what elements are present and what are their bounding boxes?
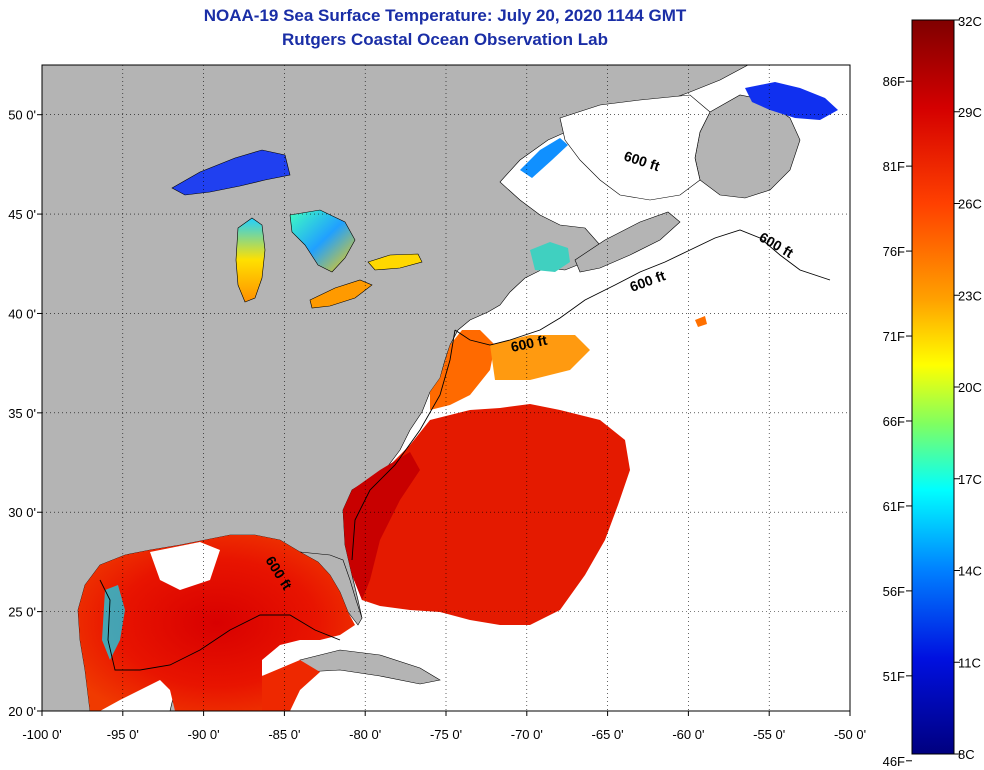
map-grid [42, 65, 850, 711]
lake-huron [289, 209, 356, 273]
colorbar-c-label: 11C [958, 655, 981, 670]
lon-tick-label: -65 0' [592, 727, 624, 742]
sst-midatlantic-offshore [490, 335, 590, 380]
colorbar-f-label: 71F [883, 329, 905, 344]
gulf-st-lawrence [559, 94, 711, 201]
sst-labrador-cold [745, 82, 838, 120]
lon-tick-label: -60 0' [672, 727, 704, 742]
colorbar-f-label: 81F [883, 159, 905, 174]
colorbar-c-label: 17C [958, 472, 982, 487]
colorbar-c-label: 32C [958, 14, 982, 29]
sst-caribbean [262, 660, 320, 711]
lon-tick-label: -95 0' [107, 727, 139, 742]
lon-tick-label: -100 0' [22, 727, 61, 742]
contour-label: 600 ft [509, 332, 548, 355]
map-title: NOAA-19 Sea Surface Temperature: July 20… [203, 6, 687, 25]
latitude-axis: 50 0' 45 0' 40 0' 35 0' 30 0' 25 0' 20 0' [8, 108, 42, 719]
lake-superior [171, 149, 291, 196]
colorbar-f-label: 46F [883, 754, 905, 769]
lon-tick-label: -70 0' [511, 727, 543, 742]
lake-michigan [235, 217, 266, 303]
colorbar-c-label: 23C [958, 288, 982, 303]
colorbar-c-label: 14C [958, 564, 982, 579]
sst-atlantic-gulfstream [343, 452, 420, 600]
land-florida [299, 551, 363, 626]
lat-tick-label: 40 0' [8, 306, 36, 321]
lon-tick-label: -50 0' [834, 727, 866, 742]
lat-tick-label: 30 0' [8, 505, 36, 520]
colorbar-c-label: 29C [958, 105, 982, 120]
colorbar-c-label: 20C [958, 380, 982, 395]
lat-tick-label: 35 0' [8, 406, 36, 421]
colorbar-f-label: 51F [883, 669, 905, 684]
lon-tick-label: -80 0' [349, 727, 381, 742]
lon-tick-label: -85 0' [268, 727, 300, 742]
map-subtitle: Rutgers Coastal Ocean Observation Lab [282, 30, 608, 49]
sst-gulf-maine [530, 242, 570, 272]
lat-tick-label: 20 0' [8, 704, 36, 719]
colorbar-f-label: 61F [883, 499, 905, 514]
colorbar-fahrenheit-labels: 86F 81F 76F 71F 66F 61F 56F 51F 46F [883, 74, 912, 769]
sst-small-patch [695, 316, 707, 327]
lon-tick-label: -90 0' [188, 727, 220, 742]
lat-tick-label: 25 0' [8, 605, 36, 620]
longitude-axis: -100 0' -95 0' -90 0' -85 0' -80 0' -75 0' -70… [22, 711, 866, 742]
colorbar-f-label: 86F [883, 74, 905, 89]
sst-atlantic-warm [343, 404, 630, 625]
land-cuba [299, 649, 441, 685]
sst-gulf-cool-patch [102, 585, 125, 660]
sst-gulf-of-mexico [78, 535, 355, 711]
map-layers [42, 65, 850, 711]
lat-tick-label: 50 0' [8, 108, 36, 123]
lat-tick-label: 45 0' [8, 207, 36, 222]
colorbar-f-label: 76F [883, 244, 905, 259]
lon-tick-label: -55 0' [753, 727, 785, 742]
colorbar-c-label: 26C [958, 197, 982, 212]
depth-contour-600ft [454, 229, 831, 346]
colorbar-f-label: 56F [883, 584, 905, 599]
depth-contour-atlantic [351, 329, 456, 561]
colorbar [911, 19, 955, 755]
lake-erie [309, 279, 373, 309]
lake-ontario [367, 253, 423, 271]
land-north-america [42, 65, 749, 711]
colorbar-f-label: 66F [883, 414, 905, 429]
depth-contour-gulf [99, 579, 341, 671]
sst-gulf-cloud-gap [150, 542, 220, 590]
colorbar-c-label: 8C [958, 747, 975, 762]
land-nova-scotia [574, 211, 681, 273]
lon-tick-label: -75 0' [430, 727, 462, 742]
sst-st-lawrence [520, 138, 568, 178]
colorbar-celsius-labels: 32C 29C 26C 23C 20C 17C 14C 11C 8C [954, 14, 982, 762]
